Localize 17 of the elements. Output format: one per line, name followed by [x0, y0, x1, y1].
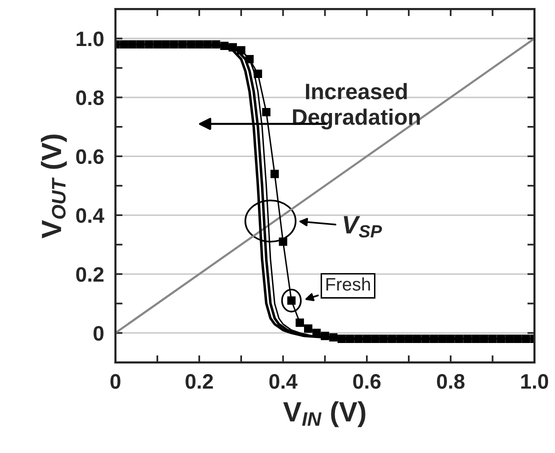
y-tick-label: 0.4: [76, 208, 104, 223]
x-tick-label: 0: [110, 374, 120, 389]
annotation: V$_{SP}$: [344, 216, 382, 238]
y-tick-label: 0.2: [76, 267, 104, 282]
y-tick-label: 1.0: [76, 32, 104, 46]
x-axis-title: V$_{IN}$ (V): [283, 401, 366, 428]
y-axis-title: V$_{OUT}$ (V): [40, 134, 67, 238]
x-tick-label: 1.0: [521, 374, 548, 389]
annotation: Increased Degradation: [293, 83, 420, 130]
x-tick-label: 0.2: [186, 374, 213, 389]
y-tick-label: 0.6: [76, 149, 104, 164]
y-tick-label: 0: [94, 326, 104, 341]
annotation: Fresh: [326, 277, 370, 291]
x-tick-label: 0.8: [437, 374, 465, 389]
y-tick-label: 0.8: [76, 90, 104, 106]
x-tick-label: 0.4: [269, 374, 298, 389]
x-tick-label: 0.6: [353, 374, 381, 389]
